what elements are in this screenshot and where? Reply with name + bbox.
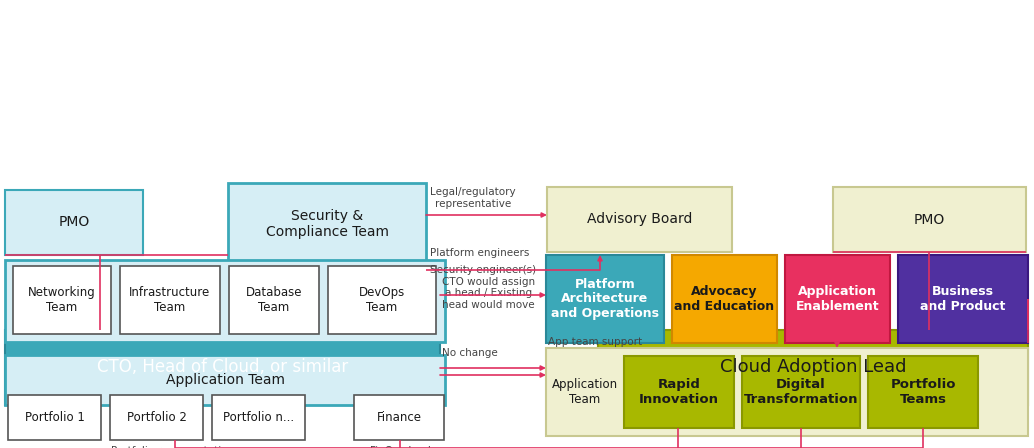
Text: Database
Team: Database Team xyxy=(246,286,302,314)
Bar xyxy=(598,330,1028,405)
Text: Security engineer(s): Security engineer(s) xyxy=(430,265,536,275)
Text: Infrastructure
Team: Infrastructure Team xyxy=(129,286,211,314)
Text: Application Team: Application Team xyxy=(165,373,284,387)
Text: Networking
Team: Networking Team xyxy=(28,286,96,314)
Bar xyxy=(229,183,426,265)
Bar xyxy=(5,355,445,405)
Text: No change: No change xyxy=(442,348,497,358)
Text: Application
Team: Application Team xyxy=(551,378,617,406)
Text: Portfolio
Teams: Portfolio Teams xyxy=(890,378,955,406)
Text: Cloud Adoption Lead: Cloud Adoption Lead xyxy=(720,358,906,376)
Text: Legal/regulatory
representative: Legal/regulatory representative xyxy=(430,187,516,209)
Bar xyxy=(868,356,978,428)
Bar xyxy=(672,255,777,343)
Text: Finance: Finance xyxy=(376,411,422,424)
Bar xyxy=(5,260,445,342)
Bar xyxy=(898,255,1028,343)
Text: Portfolio 2: Portfolio 2 xyxy=(126,411,186,424)
Text: App team support: App team support xyxy=(548,337,642,347)
Bar xyxy=(229,266,320,334)
Text: CTO, Head of Cloud, or similar: CTO, Head of Cloud, or similar xyxy=(97,358,348,376)
Text: Platform
Architecture
and Operations: Platform Architecture and Operations xyxy=(551,277,659,320)
Text: Portfolio n...: Portfolio n... xyxy=(223,411,294,424)
Bar xyxy=(8,395,101,440)
Text: Application
Enablement: Application Enablement xyxy=(796,285,879,313)
Text: Advisory Board: Advisory Board xyxy=(587,212,692,227)
Bar xyxy=(5,330,440,405)
Text: Digital
Transformation: Digital Transformation xyxy=(743,378,858,406)
Text: PMO: PMO xyxy=(58,215,90,229)
Bar xyxy=(552,358,617,426)
Bar xyxy=(546,348,1028,436)
Text: CTO would assign
a head / Existing
head would move: CTO would assign a head / Existing head … xyxy=(442,277,536,310)
Bar xyxy=(742,356,860,428)
Bar xyxy=(328,266,436,334)
Text: Business
and Product: Business and Product xyxy=(920,285,1006,313)
Bar xyxy=(785,255,890,343)
Text: Security &
Compliance Team: Security & Compliance Team xyxy=(266,209,389,239)
Bar xyxy=(547,187,732,252)
Bar xyxy=(354,395,444,440)
Bar xyxy=(13,266,111,334)
Text: FinOps lead: FinOps lead xyxy=(369,446,430,448)
Bar xyxy=(833,187,1026,252)
Text: Portfolio 1: Portfolio 1 xyxy=(25,411,85,424)
Bar xyxy=(212,395,305,440)
Bar xyxy=(110,395,203,440)
Bar xyxy=(5,190,143,255)
Text: Rapid
Innovation: Rapid Innovation xyxy=(639,378,719,406)
Bar xyxy=(624,356,734,428)
Text: Portfolio representatives: Portfolio representatives xyxy=(111,446,239,448)
Text: PMO: PMO xyxy=(914,212,945,227)
Text: Platform engineers: Platform engineers xyxy=(430,248,529,258)
Text: Advocacy
and Education: Advocacy and Education xyxy=(674,285,774,313)
Text: DevOps
Team: DevOps Team xyxy=(359,286,405,314)
Bar xyxy=(546,255,664,343)
Bar xyxy=(120,266,220,334)
